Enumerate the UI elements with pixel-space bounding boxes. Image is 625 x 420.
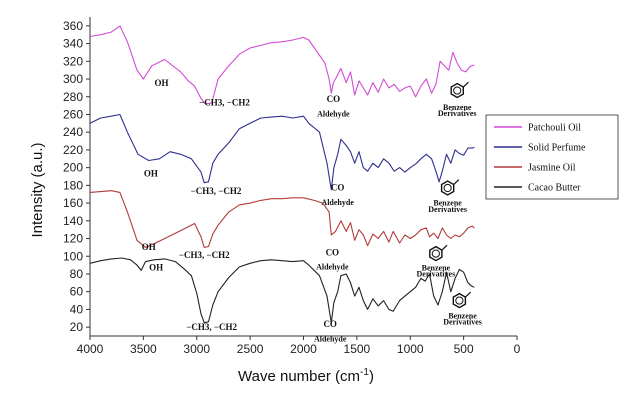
y-tick-label: 160 — [63, 196, 83, 210]
benzene-ring-bond — [441, 244, 448, 251]
benzene-ring-circle — [453, 86, 462, 95]
y-axis-ticks: 20 40 60 80 100 120 140 160 180 200 220 240 260 280 30… — [63, 19, 90, 334]
x-tick-label: 3500 — [130, 342, 157, 356]
benzene-ring-icon — [450, 81, 469, 99]
y-tick-label: 60 — [70, 285, 84, 299]
benzene-ring-hexagon — [440, 180, 455, 196]
legend-entry-label: Solid Perfume — [528, 143, 586, 154]
series-line-solid-perfume — [89, 113, 475, 191]
x-axis-label-close: ) — [369, 368, 374, 385]
y-tick-label: 180 — [63, 178, 83, 192]
series-line-cacao-butter — [89, 257, 475, 324]
solid-benzene-label: Benzene — [433, 199, 462, 208]
x-tick-label: 500 — [454, 342, 474, 356]
y-tick-label: 360 — [63, 19, 83, 33]
x-tick-label: 2500 — [237, 342, 264, 356]
x-axis-label-main: Wave number (cm — [238, 368, 360, 385]
series-layer — [89, 25, 475, 324]
x-tick-label: 1500 — [344, 342, 371, 356]
x-tick-label: 4000 — [77, 342, 104, 356]
legend-entry-label: Patchouli Oil — [528, 123, 581, 134]
benzene-ring-hexagon — [450, 82, 464, 99]
x-tick-label: 3000 — [183, 342, 210, 356]
jasmine-derivatives-label: Derivatives — [417, 270, 456, 279]
y-tick-label: 340 — [63, 37, 83, 51]
jasmine-benzene-label: Benzene — [422, 263, 451, 272]
y-axis-label: Intensity (a.u.) — [29, 142, 46, 237]
y-tick-label: 120 — [63, 232, 83, 246]
y-tick-label: 100 — [63, 249, 83, 263]
y-tick-label: 140 — [63, 214, 83, 228]
benzene-ring-bond — [465, 291, 471, 298]
y-tick-label: 280 — [63, 90, 83, 104]
y-tick-label: 260 — [63, 107, 83, 121]
benzene-ring-bond — [453, 179, 460, 185]
jasmine-co-label: CO — [326, 247, 340, 257]
legend: Patchouli Oil Solid Perfume Jasmine Oil Cac… — [485, 114, 619, 200]
cacao-derivatives-label: Derivatives — [443, 317, 482, 326]
cacao-aldehyde-label: Aldehyde — [314, 334, 347, 343]
x-axis-label-superscript: -1 — [360, 367, 369, 378]
benzene-ring-circle — [455, 296, 464, 305]
y-tick-label: 200 — [63, 161, 83, 175]
jasmine-aldehyde-label: Aldehyde — [316, 263, 349, 272]
benzene-ring-circle — [443, 183, 452, 193]
patchouli-co-label: CO — [327, 94, 341, 104]
legend-entry-label: Cacao Butter — [528, 183, 581, 194]
benzene-ring-icon — [429, 244, 448, 262]
series-line-jasmine-oil — [89, 190, 475, 248]
jasmine-oh-label: OH — [142, 242, 156, 252]
solid-derivatives-label: Derivatives — [428, 205, 467, 214]
benzene-ring-bond — [462, 81, 469, 88]
y-tick-label: 240 — [63, 125, 83, 139]
jasmine-ch-label: −CH3, −CH2 — [179, 250, 230, 260]
cacao-ch-label: −CH3, −CH2 — [186, 322, 237, 332]
x-tick-label: 2000 — [290, 342, 317, 356]
patchouli-derivatives-label: Derivatives — [438, 109, 477, 118]
y-tick-label: 300 — [63, 72, 83, 86]
y-tick-label: 220 — [63, 143, 83, 157]
patchouli-benzene-label: Benzene — [443, 103, 472, 112]
benzene-ring-hexagon — [452, 292, 467, 309]
benzene-ring-circle — [431, 249, 440, 258]
solid-aldehyde-label: Aldehyde — [321, 198, 354, 207]
series-line-patchouli-oil — [89, 25, 475, 105]
cacao-co-label: CO — [323, 319, 337, 329]
benzene-ring-hexagon — [429, 245, 443, 262]
patchouli-aldehyde-label: Aldehyde — [317, 109, 350, 118]
benzene-ring-icon — [440, 179, 460, 196]
x-tick-label: 0 — [514, 342, 521, 356]
patchouli-ch-label: −CH3, −CH2 — [199, 98, 250, 108]
legend-entry-label: Jasmine Oil — [528, 163, 576, 174]
annotation-layer: OH−CH3, −CH2 COAldehydeBenzeneDerivatives… — [142, 78, 482, 343]
x-axis-ticks: 4000 3500 3000 2500 2000 1500 1000 500 0 — [77, 336, 521, 356]
cacao-oh-label: OH — [149, 262, 163, 272]
y-tick-label: 320 — [63, 54, 83, 68]
y-tick-label: 80 — [70, 267, 84, 281]
legend-box — [485, 114, 619, 200]
y-tick-label: 40 — [70, 302, 84, 316]
x-tick-label: 1000 — [397, 342, 424, 356]
solid-oh-label: OH — [144, 169, 158, 179]
solid-ch-label: −CH3, −CH2 — [191, 186, 242, 196]
solid-co-label: CO — [331, 183, 345, 193]
cacao-benzene-label: Benzene — [448, 311, 477, 320]
x-axis-label: Wave number (cm-1) — [238, 367, 374, 385]
patchouli-oh-label: OH — [155, 78, 169, 88]
benzene-ring-icon — [452, 291, 471, 309]
y-tick-label: 20 — [70, 320, 84, 334]
